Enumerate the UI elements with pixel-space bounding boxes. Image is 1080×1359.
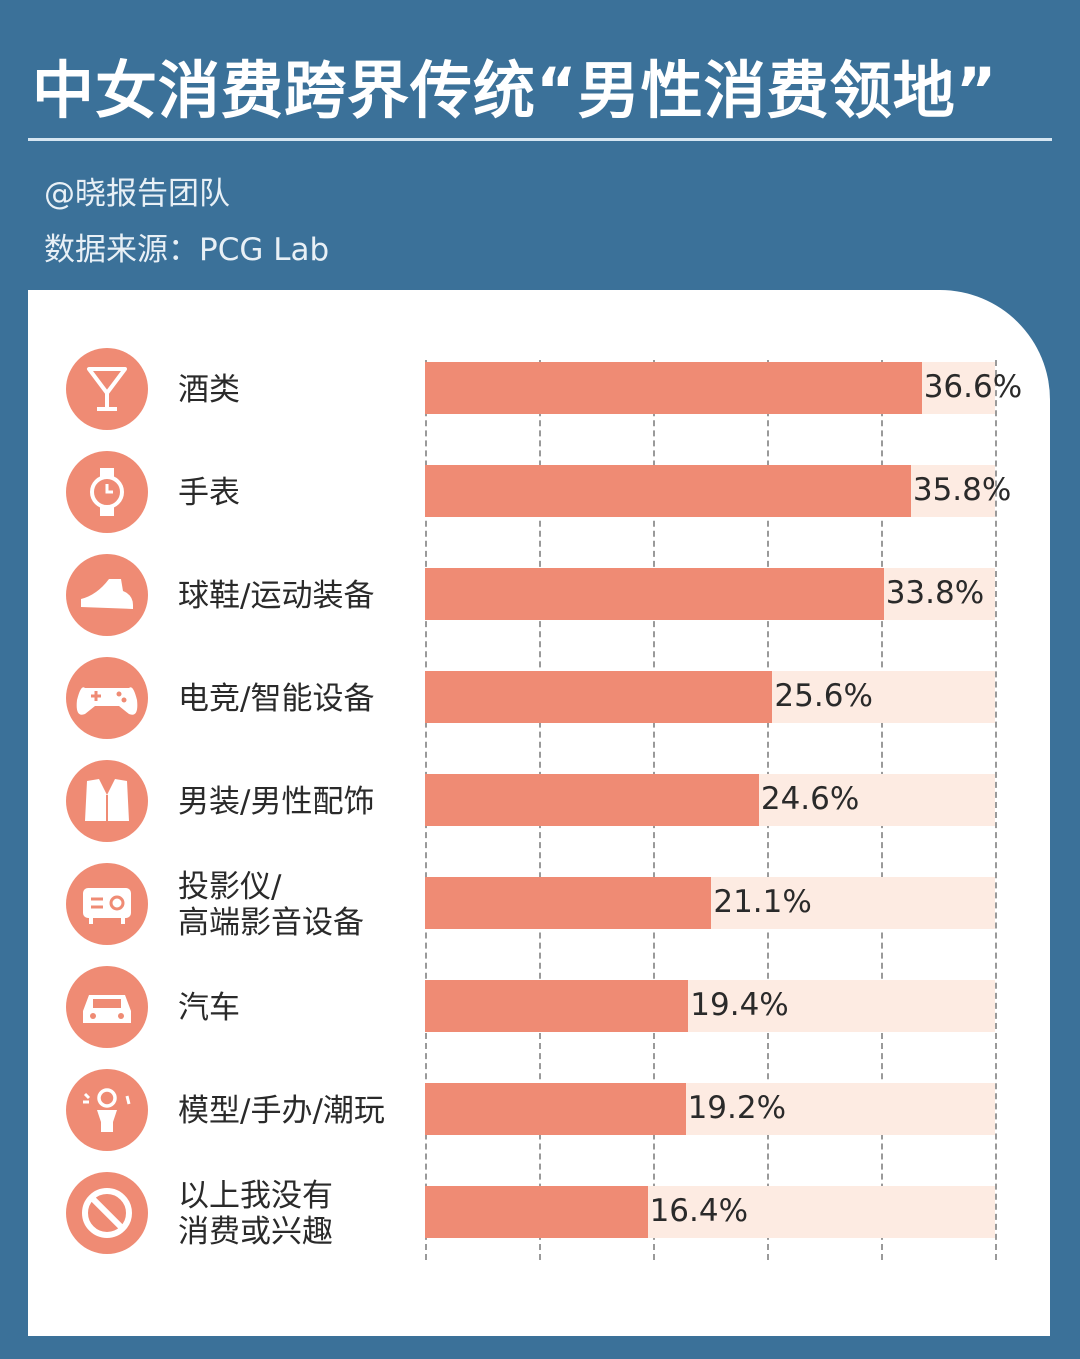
car-icon	[66, 966, 148, 1048]
category-label: 投影仪/高端影音设备	[178, 869, 364, 941]
page-title: 中女消费跨界传统“男性消费领地”	[32, 54, 998, 127]
bar	[425, 671, 773, 723]
category-label: 模型/手办/潮玩	[178, 1093, 385, 1129]
title-divider	[28, 138, 1052, 141]
bar-row: 汽车 19.4%	[28, 956, 1050, 1059]
author-credit: @晓报告团队	[44, 176, 230, 212]
chart-card: 酒类 36.6% 手表 35.8% 球鞋/运动装备 33.8% 电竞/智能设备 …	[28, 290, 1050, 1336]
value-label: 24.6%	[760, 781, 860, 817]
bar	[425, 980, 689, 1032]
category-label-line1: 模型/手办/潮玩	[178, 1092, 385, 1129]
bar-track: 24.6%	[425, 774, 995, 826]
category-label: 球鞋/运动装备	[178, 578, 374, 614]
category-label: 电竞/智能设备	[178, 681, 374, 717]
figure-toy-icon	[66, 1069, 148, 1151]
category-label-line1: 电竞/智能设备	[178, 680, 375, 717]
bar	[425, 1186, 648, 1238]
gridline	[995, 360, 997, 1260]
bar-row: 电竞/智能设备 25.6%	[28, 647, 1050, 750]
category-label-line1: 汽车	[178, 989, 240, 1026]
category-label: 汽车	[178, 990, 240, 1026]
category-label: 男装/男性配饰	[178, 784, 374, 820]
gamepad-icon	[66, 657, 148, 739]
value-label: 33.8%	[885, 575, 985, 611]
category-label-line1: 酒类	[178, 371, 240, 408]
bar-row: 以上我没有 消费或兴趣 16.4%	[28, 1162, 1050, 1265]
suit-icon	[66, 760, 148, 842]
sneaker-icon	[66, 554, 148, 636]
bar-track: 16.4%	[425, 1186, 995, 1238]
bar	[425, 877, 712, 929]
watch-icon	[66, 451, 148, 533]
bar-track: 19.4%	[425, 980, 995, 1032]
value-label: 16.4%	[649, 1193, 749, 1229]
bar	[425, 465, 911, 517]
bar-track: 19.2%	[425, 1083, 995, 1135]
projector-icon	[66, 863, 148, 945]
bar-row: 模型/手办/潮玩 19.2%	[28, 1059, 1050, 1162]
bar-track: 36.6%	[425, 362, 1022, 414]
bar	[425, 362, 922, 414]
bar	[425, 1083, 686, 1135]
bar-track: 33.8%	[425, 568, 995, 620]
value-label: 19.4%	[690, 987, 789, 1023]
value-label: 35.8%	[912, 472, 1012, 508]
category-label-line1: 投影仪/	[178, 868, 282, 905]
category-label: 以上我没有 消费或兴趣	[178, 1178, 333, 1250]
bar-row: 投影仪/高端影音设备 21.1%	[28, 853, 1050, 956]
cocktail-glass-icon	[66, 348, 148, 430]
bar-track: 35.8%	[425, 465, 1011, 517]
bar-row: 手表 35.8%	[28, 441, 1050, 544]
data-source: 数据来源：PCG Lab	[44, 232, 330, 268]
category-label-line1: 球鞋/运动装备	[178, 577, 375, 614]
category-label-line1: 以上我没有	[178, 1177, 333, 1214]
bar-row: 男装/男性配饰 24.6%	[28, 750, 1050, 853]
value-label: 36.6%	[923, 369, 1023, 405]
category-label: 手表	[178, 475, 240, 511]
prohibited-icon	[66, 1172, 148, 1254]
bar-row: 球鞋/运动装备 33.8%	[28, 544, 1050, 647]
value-label: 21.1%	[713, 884, 812, 920]
value-label: 25.6%	[774, 678, 873, 714]
bar	[425, 568, 884, 620]
category-label-line1: 男装/男性配饰	[178, 783, 375, 820]
bar-row: 酒类 36.6%	[28, 338, 1050, 441]
bar-track: 25.6%	[425, 671, 995, 723]
category-label: 酒类	[178, 372, 240, 408]
bar-track: 21.1%	[425, 877, 995, 929]
bar	[425, 774, 759, 826]
category-label-line1: 手表	[178, 474, 240, 511]
value-label: 19.2%	[687, 1090, 787, 1126]
category-label-line2: 高端影音设备	[178, 904, 364, 941]
category-label-line2: 消费或兴趣	[178, 1213, 333, 1250]
